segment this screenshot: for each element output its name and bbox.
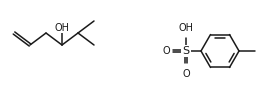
Text: OH: OH bbox=[55, 23, 69, 33]
Text: O: O bbox=[162, 46, 170, 56]
Text: S: S bbox=[183, 46, 190, 56]
Text: O: O bbox=[182, 69, 190, 79]
Text: OH: OH bbox=[179, 23, 193, 33]
